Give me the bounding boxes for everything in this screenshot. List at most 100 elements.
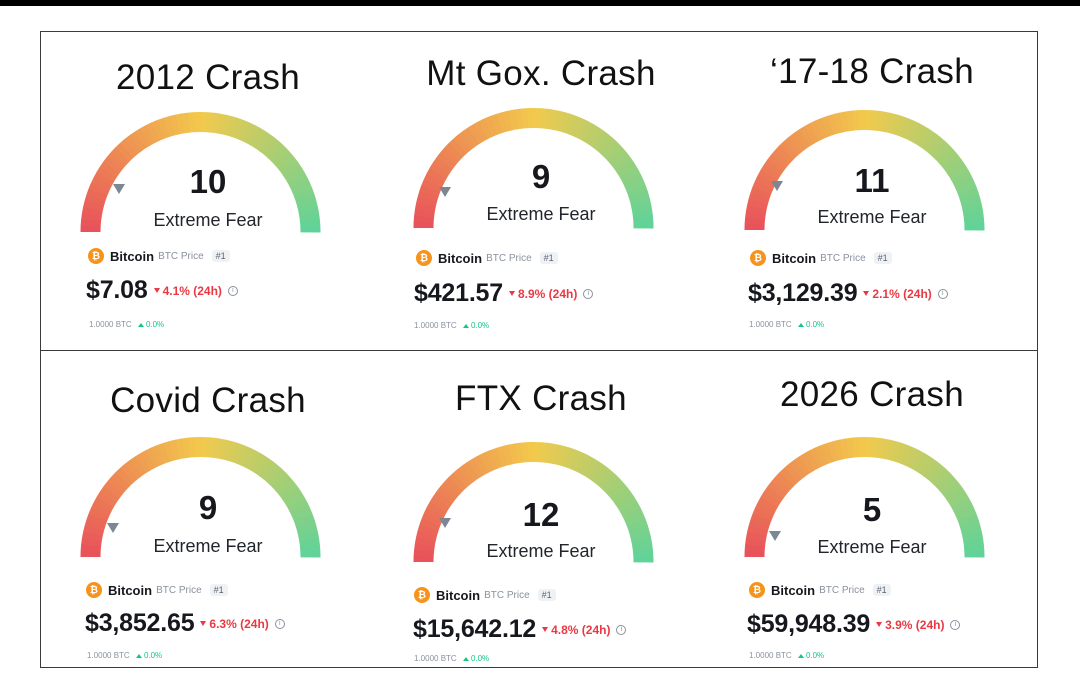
gauge-arc-segment — [448, 138, 467, 158]
bitcoin-icon: ₿ — [750, 250, 766, 266]
gauge-pointer-icon — [113, 184, 125, 194]
price-row: $59,948.39 3.9% (24h) i — [747, 610, 961, 639]
gauge-sentiment: Extreme Fear — [817, 207, 927, 227]
bitcoin-icon: ₿ — [749, 582, 765, 598]
gauge-arc-segment — [890, 441, 903, 463]
gauge-arc-segment — [815, 444, 830, 466]
crash-comparison-grid: 2012 Crash 10 Extreme Fear ₿ Bitcoin BTC… — [40, 31, 1038, 668]
gauge-arc-segment — [175, 113, 186, 135]
gauge-arc-segment — [587, 461, 605, 482]
btc-price: $3,852.65 — [85, 609, 195, 637]
gauge-arc-segment — [927, 136, 946, 157]
gauge-sentiment: Extreme Fear — [153, 536, 263, 556]
btc-amount: 1.0000 BTC — [749, 651, 792, 660]
gauge-arc-segment — [804, 449, 820, 471]
gauge-arc-segment — [905, 120, 920, 142]
gauge-arc-segment — [885, 112, 897, 134]
bitcoin-icon: ₿ — [414, 587, 430, 603]
gauge-value: 11 — [854, 162, 890, 199]
gauge-arc-segment — [574, 452, 589, 474]
coin-sub: BTC Price — [820, 252, 866, 264]
gauge-arc-segment — [775, 471, 795, 491]
price-row: $3,852.65 6.3% (24h) i — [85, 609, 285, 638]
gauge-arc-segment — [592, 464, 610, 485]
gauge-arc-segment — [799, 125, 815, 147]
gauge-arc-segment — [583, 124, 600, 145]
panel-title: 2012 Crash — [116, 58, 300, 97]
down-arrow-icon — [542, 627, 549, 632]
gauge-arc-segment — [874, 110, 884, 132]
coin-row: ₿ Bitcoin BTC Price #1 — [416, 250, 558, 266]
gauge-arc-segment — [107, 476, 127, 495]
gauge-arc-segment — [115, 142, 134, 162]
gauge-arc-segment — [600, 472, 619, 492]
btc-amount-row: 1.0000 BTC 0.0% — [87, 651, 162, 660]
price-change: 4.8% (24h) — [551, 622, 611, 637]
gauge-arc-segment — [938, 476, 959, 495]
gauge-arc-segment — [175, 438, 186, 460]
coin-row: ₿ Bitcoin BTC Price #1 — [749, 582, 891, 598]
gauge-arc-segment — [895, 442, 908, 464]
coin-name: Bitcoin — [436, 587, 481, 603]
gauge-arc-segment — [827, 440, 840, 462]
gauge-arc-segment — [181, 112, 191, 134]
coin-sub: BTC Price — [819, 584, 865, 596]
gauge-arc-segment — [600, 138, 619, 158]
top-bar — [0, 0, 1080, 6]
info-icon[interactable]: i — [937, 288, 948, 299]
gauge-arc-segment — [146, 447, 161, 468]
gauge-pointer-icon — [439, 518, 451, 528]
gauge-arc-segment — [83, 200, 105, 212]
crash-panel: Covid Crash 9 Extreme Fear ₿ Bitcoin BTC… — [43, 351, 373, 669]
gauge-pointer-icon — [771, 181, 783, 191]
gauge-arc-segment — [845, 437, 855, 459]
gauge-arc-segment — [788, 132, 807, 153]
gauge-value: 9 — [531, 158, 551, 195]
gauge-arc-segment — [135, 127, 151, 149]
info-icon[interactable]: i — [950, 619, 961, 630]
gauge-arc-segment — [935, 145, 955, 164]
gauge-arc-segment — [448, 472, 467, 492]
gauge-arc-segment — [496, 111, 509, 133]
up-arrow-icon — [462, 656, 469, 661]
gauge-arc-segment — [120, 138, 138, 158]
gauge-arc-segment — [440, 481, 460, 500]
coin-row: ₿ Bitcoin BTC Price #1 — [86, 582, 228, 598]
gauge-arc-segment — [918, 129, 936, 150]
gauge-arc-segment — [157, 442, 171, 464]
gauge-arc-segment — [120, 463, 138, 483]
gauge-arc-segment — [297, 200, 318, 212]
price-change: 4.1% (24h) — [162, 283, 222, 298]
gauge-arc-segment — [453, 468, 471, 488]
gauge-arc-segment — [549, 443, 559, 465]
gauge-arc-segment — [205, 437, 214, 458]
down-arrow-icon — [153, 288, 160, 293]
gauge-arc-segment — [630, 530, 651, 542]
info-icon[interactable]: i — [583, 288, 594, 299]
row-divider — [41, 350, 1037, 351]
coin-sub: BTC Price — [484, 589, 530, 601]
info-icon[interactable]: i — [227, 285, 238, 296]
gauge-arc-segment — [226, 441, 239, 463]
gauge-arc-segment — [508, 109, 519, 131]
gauge-arc-segment — [793, 129, 811, 150]
gauge-arc-segment — [909, 450, 925, 471]
gauge-arc-segment — [140, 124, 156, 146]
gauge-arc-segment — [880, 111, 890, 133]
btc-change-value: 0.0% — [470, 321, 490, 330]
gauge-arc-segment — [592, 130, 610, 151]
gauge-arc-segment — [554, 110, 566, 132]
fear-greed-gauge — [744, 437, 985, 558]
gauge-arc-segment — [484, 115, 499, 137]
info-icon[interactable]: i — [274, 618, 285, 629]
coin-sub: BTC Price — [156, 584, 202, 596]
gauge-arc-segment — [508, 443, 519, 465]
gauge-arc-segment — [151, 444, 166, 466]
gauge-arc-segment — [604, 143, 624, 162]
btc-amount: 1.0000 BTC — [89, 320, 132, 329]
info-icon[interactable]: i — [616, 624, 627, 635]
gauge-arc-segment — [810, 120, 825, 141]
gauge-value: 10 — [189, 163, 227, 200]
gauge-arc-segment — [226, 116, 239, 138]
gauge-arc-segment — [236, 444, 250, 466]
